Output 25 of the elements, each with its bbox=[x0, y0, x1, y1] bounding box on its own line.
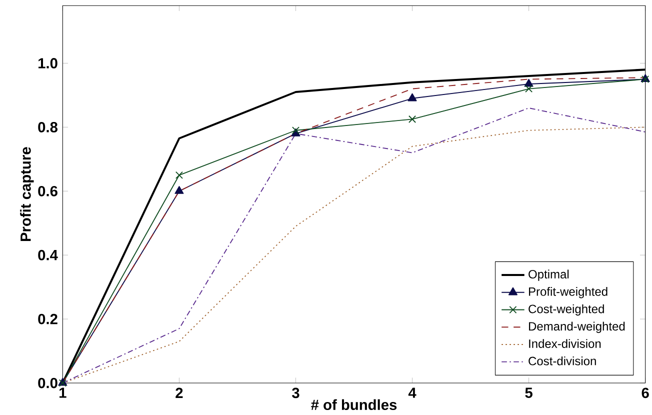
x-tick-label: 1 bbox=[60, 388, 66, 398]
x-tick-label: 5 bbox=[525, 388, 532, 398]
x-tick-label: 4 bbox=[408, 388, 416, 398]
y-axis-title: Profit capture bbox=[20, 147, 34, 242]
y-tick-label: 0.6 bbox=[38, 186, 58, 196]
legend-label: Optimal bbox=[528, 270, 569, 281]
legend-label: Demand-weighted bbox=[529, 322, 625, 333]
legend-label: Cost-weighted bbox=[528, 304, 604, 316]
point bbox=[408, 115, 416, 123]
x-tick-label: 6 bbox=[642, 388, 649, 398]
y-tick-label: 0.0 bbox=[38, 378, 58, 388]
x-tick-label: 3 bbox=[292, 388, 300, 398]
y-tick-label: 1.0 bbox=[38, 58, 58, 68]
legend-label: Cost-division bbox=[528, 356, 596, 366]
y-tick-label: 0.2 bbox=[38, 314, 58, 324]
x-axis-title: # of bundles bbox=[311, 399, 397, 410]
x-tick-label: 2 bbox=[176, 388, 183, 398]
point bbox=[175, 171, 183, 179]
point bbox=[525, 85, 533, 93]
legend-label: Profit-weighted bbox=[529, 287, 608, 298]
point bbox=[408, 93, 417, 102]
y-tick-label: 0.8 bbox=[38, 122, 58, 132]
legend-label: Index-division bbox=[529, 339, 601, 348]
point bbox=[174, 186, 184, 194]
y-tick-label: 0.4 bbox=[38, 250, 58, 260]
